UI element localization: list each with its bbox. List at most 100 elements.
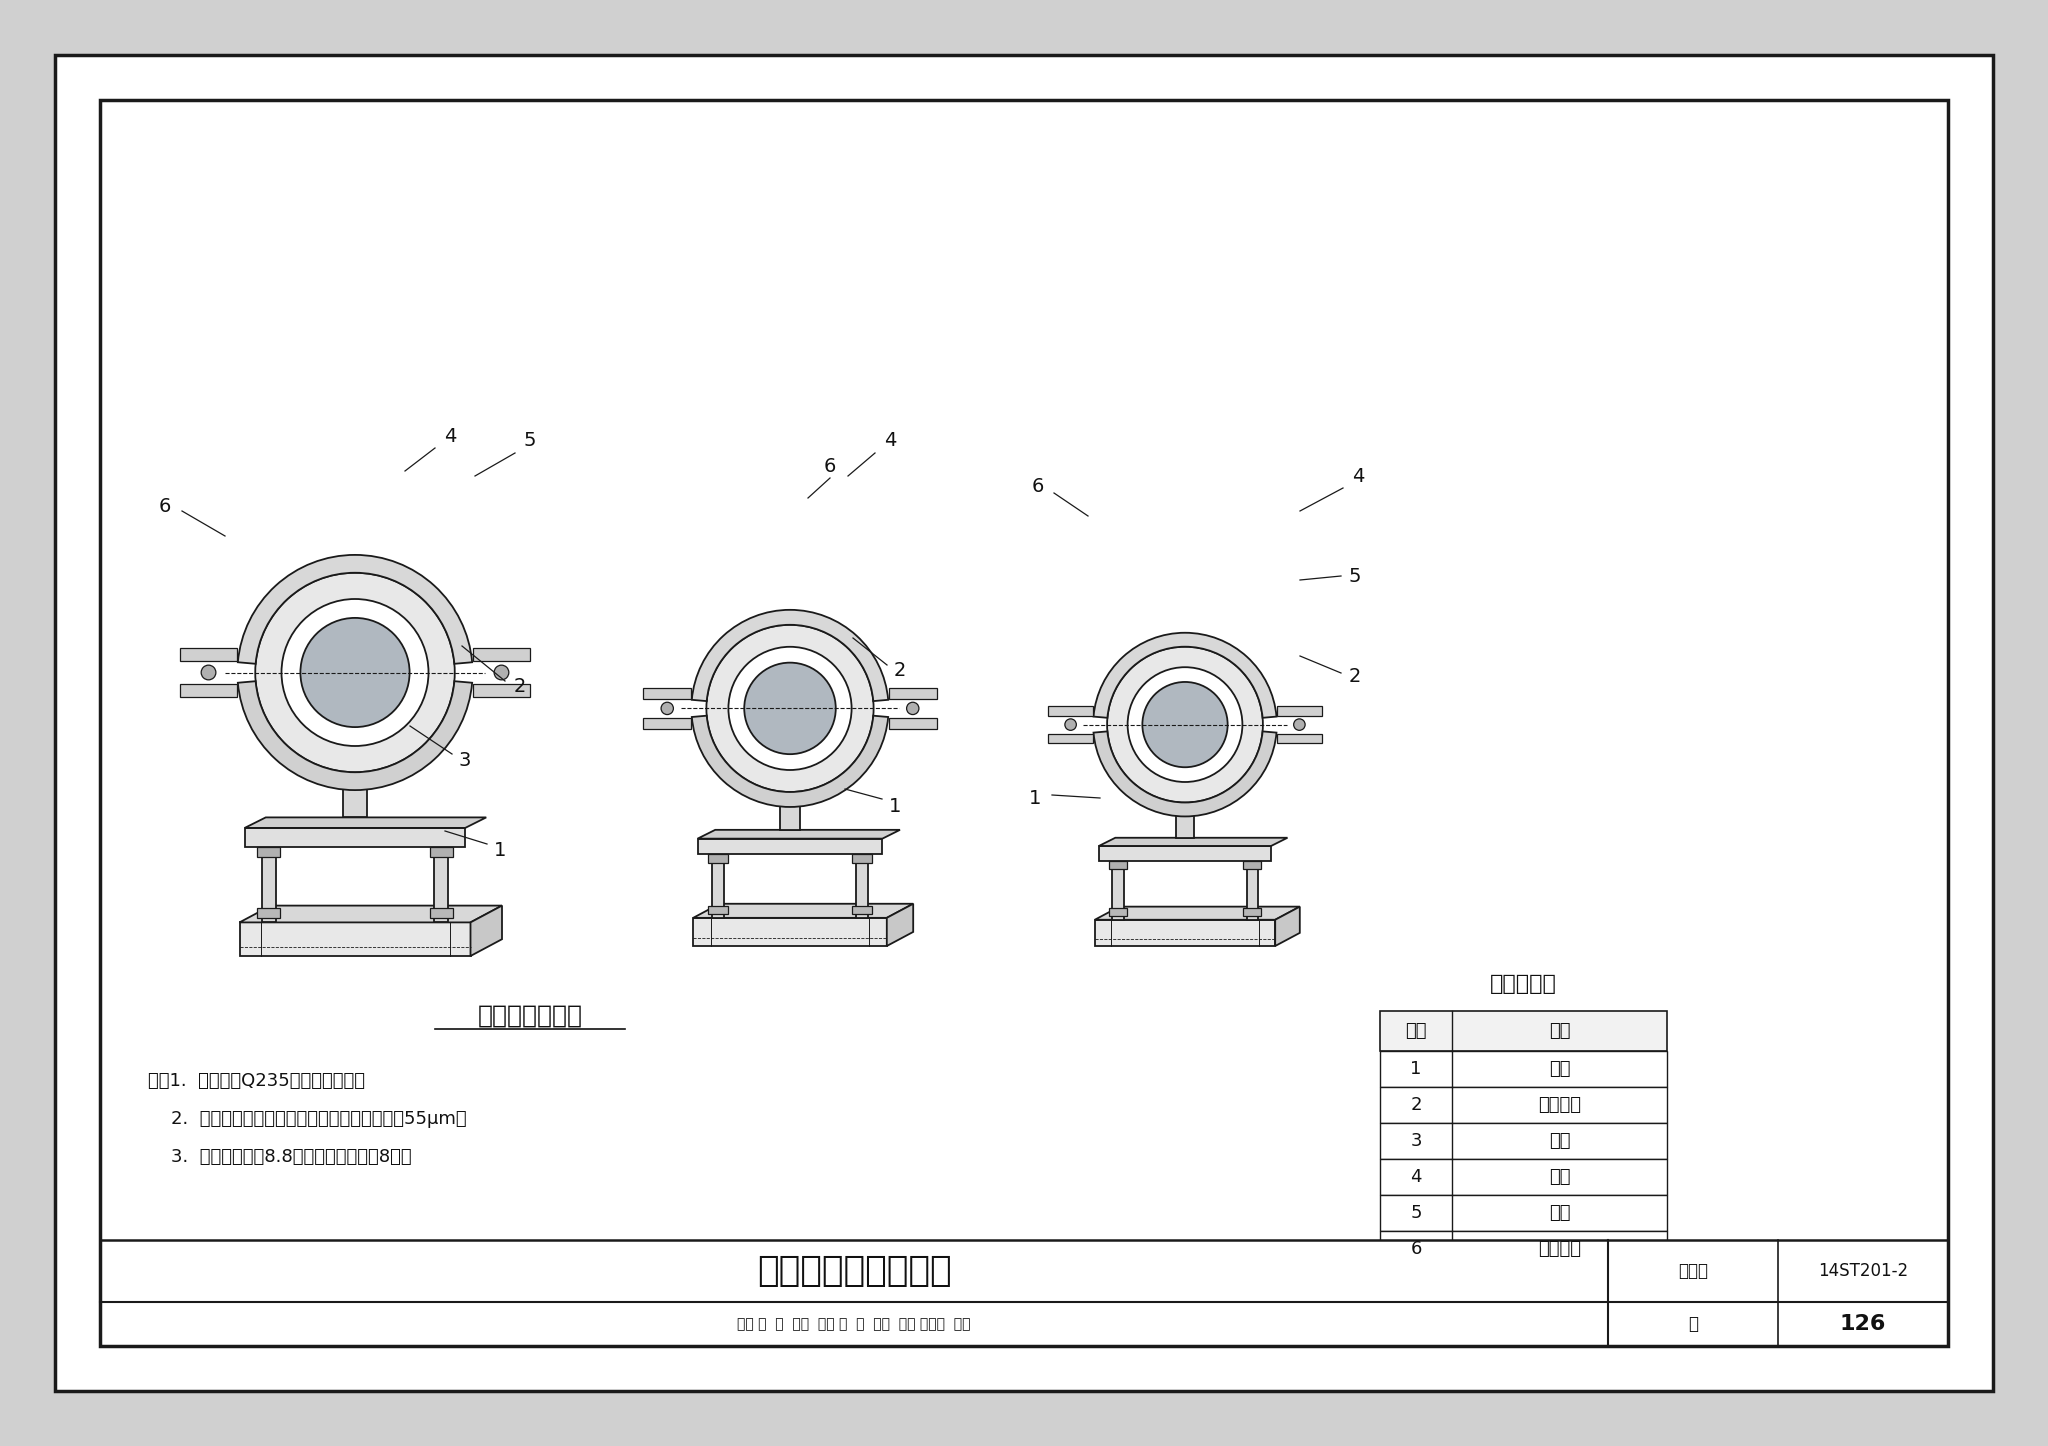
Bar [1380, 1194, 1667, 1231]
Bar [258, 847, 281, 857]
Polygon shape [887, 904, 913, 946]
Wedge shape [692, 716, 889, 807]
Text: 槽钢: 槽钢 [1548, 1060, 1571, 1079]
Polygon shape [1100, 837, 1288, 846]
Bar [889, 688, 936, 698]
Bar [1276, 733, 1321, 743]
Ellipse shape [256, 573, 455, 772]
Polygon shape [1276, 907, 1300, 946]
Polygon shape [246, 817, 485, 829]
Text: 图集号: 图集号 [1677, 1262, 1708, 1280]
Bar [698, 839, 883, 855]
Bar [1276, 706, 1321, 716]
Bar [713, 855, 725, 918]
Wedge shape [1094, 633, 1276, 717]
Text: 6: 6 [1032, 477, 1044, 496]
Ellipse shape [281, 599, 428, 746]
Bar [258, 908, 281, 918]
Bar [180, 648, 238, 661]
Text: 5: 5 [1411, 1205, 1421, 1222]
Circle shape [907, 703, 920, 714]
Text: 4: 4 [885, 431, 897, 451]
Text: 3: 3 [459, 752, 471, 771]
Bar [100, 100, 1948, 1346]
Bar [1049, 733, 1094, 743]
Polygon shape [692, 918, 887, 946]
Text: 螺母: 螺母 [1548, 1132, 1571, 1150]
Text: 1: 1 [889, 797, 901, 816]
Ellipse shape [301, 617, 410, 727]
Bar [1380, 1124, 1667, 1160]
Text: 3: 3 [1411, 1132, 1421, 1150]
Bar [1100, 846, 1272, 860]
Bar [1380, 1160, 1667, 1194]
Circle shape [201, 665, 215, 680]
Bar [1049, 706, 1094, 716]
Bar [780, 804, 799, 830]
Text: 1: 1 [494, 842, 506, 860]
Bar [852, 905, 872, 914]
Bar [1247, 860, 1257, 920]
Bar [1243, 860, 1262, 869]
Text: 14ST201-2: 14ST201-2 [1819, 1262, 1909, 1280]
Text: 6: 6 [160, 496, 172, 516]
Polygon shape [240, 923, 471, 956]
Bar [430, 847, 453, 857]
Text: 126: 126 [1839, 1314, 1886, 1335]
Polygon shape [698, 830, 899, 839]
Ellipse shape [1108, 646, 1264, 803]
Text: 综合管线用保温管卡: 综合管线用保温管卡 [756, 1254, 952, 1288]
Text: 管卡: 管卡 [1548, 1168, 1571, 1186]
Polygon shape [240, 905, 502, 923]
Circle shape [662, 703, 674, 714]
Polygon shape [1096, 907, 1300, 920]
Text: 4: 4 [1352, 467, 1364, 486]
Text: 保温材料: 保温材料 [1538, 1241, 1581, 1258]
Polygon shape [1096, 920, 1276, 946]
Text: 编号: 编号 [1405, 1022, 1427, 1040]
Wedge shape [1094, 732, 1276, 817]
Bar [889, 719, 936, 729]
Ellipse shape [743, 662, 836, 755]
Circle shape [1065, 719, 1077, 730]
Text: 2: 2 [514, 677, 526, 696]
Bar [246, 829, 465, 847]
Bar [852, 855, 872, 863]
Polygon shape [471, 905, 502, 956]
Bar [1380, 1011, 1667, 1051]
Bar [262, 847, 276, 923]
Bar [709, 905, 727, 914]
Ellipse shape [1143, 683, 1227, 768]
Bar [1243, 908, 1262, 917]
Text: 5: 5 [1350, 567, 1362, 586]
Text: 2: 2 [1411, 1096, 1421, 1113]
Bar [1380, 1051, 1667, 1087]
Bar [430, 908, 453, 918]
Text: 2.  防腐工艺为热浸镀锌，镀锌层厚度大于等于55μm。: 2. 防腐工艺为热浸镀锌，镀锌层厚度大于等于55μm。 [147, 1111, 467, 1128]
Text: 管道: 管道 [1548, 1205, 1571, 1222]
Bar [1380, 1231, 1667, 1267]
Bar [1176, 813, 1194, 837]
Bar [1112, 860, 1124, 920]
Text: 1: 1 [1411, 1060, 1421, 1079]
Text: 审核 赵  辰  张辰  校对 刘  森  刘森  设计 吴文琪  吴礼: 审核 赵 辰 张辰 校对 刘 森 刘森 设计 吴文琪 吴礼 [737, 1317, 971, 1330]
Polygon shape [692, 904, 913, 918]
Text: 6: 6 [823, 457, 836, 476]
Text: 6: 6 [1411, 1241, 1421, 1258]
Text: 六角螺栓: 六角螺栓 [1538, 1096, 1581, 1113]
Text: 注：1.  钢材选用Q235，或同类材质。: 注：1. 钢材选用Q235，或同类材质。 [147, 1071, 365, 1090]
Text: 2: 2 [893, 661, 905, 681]
Text: 名称对照表: 名称对照表 [1491, 975, 1556, 993]
Text: 2: 2 [1350, 667, 1362, 685]
Bar [100, 100, 1948, 1346]
Circle shape [494, 665, 508, 680]
Text: 名称: 名称 [1548, 1022, 1571, 1040]
Bar [856, 855, 868, 918]
Ellipse shape [729, 646, 852, 771]
Text: 4: 4 [444, 427, 457, 445]
Ellipse shape [1128, 667, 1243, 782]
Text: 5: 5 [524, 431, 537, 451]
Text: 页: 页 [1688, 1314, 1698, 1333]
Bar [643, 719, 692, 729]
Wedge shape [692, 610, 889, 701]
